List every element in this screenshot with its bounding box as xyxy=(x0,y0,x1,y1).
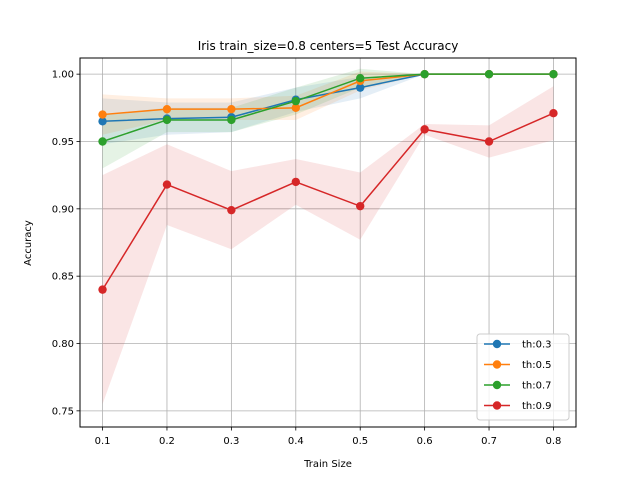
point-th-0-7 xyxy=(227,115,236,125)
x-tick-label: 0.2 xyxy=(159,436,175,447)
point-th-0-7 xyxy=(484,69,494,79)
point-th-0-5 xyxy=(98,110,107,119)
legend-marker xyxy=(492,360,502,369)
band-th-0-9 xyxy=(102,86,554,405)
point-th-0-5 xyxy=(291,103,300,113)
series-points xyxy=(98,69,558,294)
point-th-0-9 xyxy=(98,285,107,294)
series-lines xyxy=(101,73,554,291)
point-th-0-7 xyxy=(291,96,300,106)
legend-box xyxy=(476,333,570,421)
legend-entry-th-0-3: th:0.3 xyxy=(484,340,552,351)
y-tick-label: 1.00 xyxy=(52,70,74,81)
x-axis-label: Train Size xyxy=(303,459,352,470)
x-tick-label: 0.6 xyxy=(417,436,433,447)
x-tick-label: 0.5 xyxy=(352,436,368,447)
plot-frame xyxy=(79,57,577,428)
legend: th:0.3 th:0.5 th:0.7 th:0.9 xyxy=(476,333,570,421)
x-tick-label: 0.1 xyxy=(95,436,111,447)
y-tick-label: 0.80 xyxy=(52,339,74,350)
x-axis-ticks: 0.1 0.2 0.3 0.4 0.5 0.6 0.7 0.8 xyxy=(95,427,562,447)
point-th-0-7 xyxy=(420,69,429,79)
x-tick-label: 0.4 xyxy=(288,436,304,447)
x-tick-label: 0.3 xyxy=(223,436,239,447)
legend-marker xyxy=(492,380,502,390)
line-th-0-9 xyxy=(101,112,554,291)
legend-label: th:0.5 xyxy=(522,360,552,371)
point-th-0-7 xyxy=(356,74,365,83)
legend-entry-th-0-5: th:0.5 xyxy=(484,360,552,371)
point-th-0-9 xyxy=(227,205,236,215)
point-th-0-5 xyxy=(162,104,172,114)
legend-entry-th-0-7: th:0.7 xyxy=(484,381,552,392)
point-th-0-7 xyxy=(98,137,107,146)
y-tick-label: 0.90 xyxy=(52,204,74,215)
point-th-0-3 xyxy=(356,83,365,92)
y-tick-label: 0.95 xyxy=(52,137,74,148)
point-th-0-3 xyxy=(98,117,107,126)
legend-label: th:0.3 xyxy=(522,340,552,351)
point-th-0-9 xyxy=(356,201,365,211)
legend-marker xyxy=(492,401,502,410)
band-th-0-5 xyxy=(102,71,554,135)
legend-marker xyxy=(492,339,502,349)
x-tick-label: 0.7 xyxy=(481,436,497,447)
y-tick-label: 0.75 xyxy=(52,406,74,417)
point-th-0-7 xyxy=(549,69,558,79)
y-tick-label: 0.85 xyxy=(52,272,74,283)
line-th-0-7 xyxy=(102,73,554,143)
point-th-0-9 xyxy=(484,137,494,146)
point-th-0-9 xyxy=(549,109,558,118)
legend-label: th:0.9 xyxy=(522,401,552,412)
point-th-0-9 xyxy=(420,125,429,134)
band-th-0-3 xyxy=(102,74,554,145)
chart-title: Iris train_size=0.8 centers=5 Test Accur… xyxy=(198,39,459,53)
y-axis-ticks: 0.75 0.80 0.85 0.90 0.95 1.00 xyxy=(52,70,80,417)
legend-label: th:0.7 xyxy=(522,381,552,392)
x-tick-label: 0.8 xyxy=(546,436,562,447)
point-th-0-9 xyxy=(291,177,300,187)
point-th-0-5 xyxy=(227,104,236,114)
point-th-0-7 xyxy=(162,115,172,125)
y-axis-label: Accuracy xyxy=(23,220,34,266)
legend-entry-th-0-9: th:0.9 xyxy=(484,401,552,412)
point-th-0-9 xyxy=(162,180,172,189)
